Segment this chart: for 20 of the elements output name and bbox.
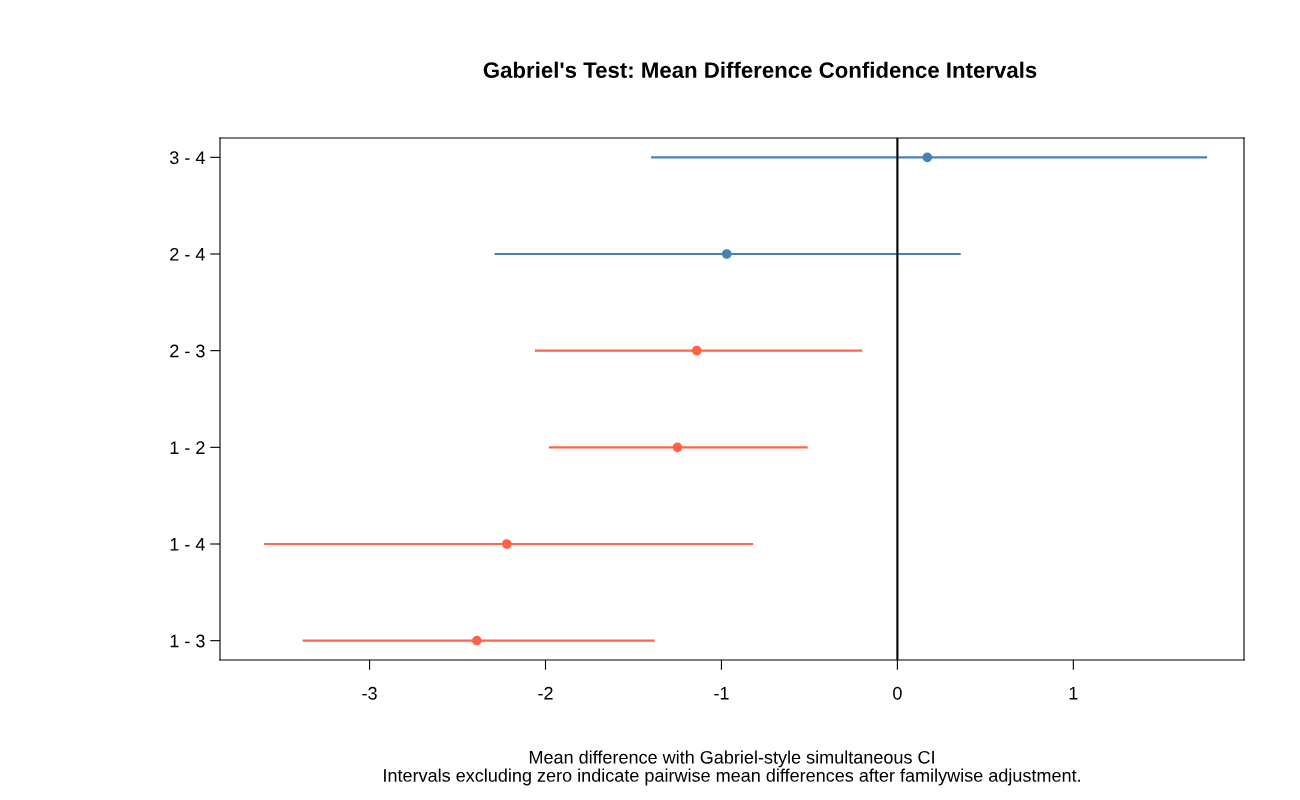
point bbox=[672, 442, 683, 453]
y-tick-label: 1 - 4 bbox=[170, 538, 205, 551]
point bbox=[691, 345, 702, 356]
x-tick-label: 0 bbox=[893, 686, 902, 700]
y-tick-label: 3 - 4 bbox=[169, 151, 205, 165]
chart-title: Gabriel's Test: Mean Difference Confidence Intervals bbox=[483, 61, 1037, 78]
text: Intervals excluding zero indicate pairwise mean differences after familywise adjustment. bbox=[384, 768, 1080, 786]
point bbox=[501, 539, 512, 549]
x-axis-title: Mean difference with Gabriel-style simultaneous CI bbox=[529, 750, 934, 768]
x-tick-label: -2 bbox=[538, 686, 553, 700]
y-tick-label: 2 - 3 bbox=[170, 344, 205, 358]
point bbox=[472, 635, 482, 646]
y-tick-label: 1 - 3 bbox=[170, 634, 205, 648]
x-tick-label: -1 bbox=[714, 687, 729, 700]
x-tick-label: 1 bbox=[1069, 687, 1078, 700]
point bbox=[922, 152, 933, 163]
x-tick-label: -3 bbox=[362, 686, 377, 700]
point bbox=[721, 249, 732, 259]
y-tick-label: 2 - 4 bbox=[170, 247, 205, 261]
y-tick-label: 1 - 2 bbox=[170, 441, 205, 454]
